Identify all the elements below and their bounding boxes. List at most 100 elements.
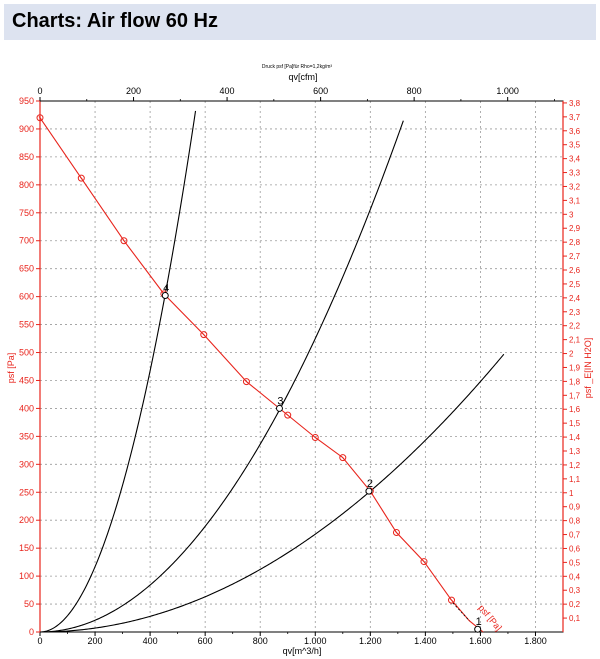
system-curve [39, 120, 404, 633]
fan-curve-marker [448, 596, 456, 604]
marker-ring [311, 433, 319, 441]
fan-curve-line [39, 117, 484, 633]
marker-slash [202, 333, 206, 337]
inh2o-tick-label: 2,1 [569, 336, 581, 345]
marker-slash [286, 413, 290, 417]
x-tick-label: 400 [143, 636, 158, 646]
inh2o-tick-label: 3,6 [569, 127, 581, 136]
y-tick-label: 500 [19, 348, 34, 358]
y-tick-label: 450 [19, 375, 34, 385]
marker-slash [422, 560, 426, 564]
inh2o-tick-label: 2,7 [569, 252, 581, 261]
inh2o-tick-label: 2 [569, 350, 574, 359]
cfm-tick-label: 200 [126, 86, 141, 96]
marker-slash [394, 531, 398, 534]
y-tick-label: 350 [19, 431, 34, 441]
operating-point-4: 4 [161, 283, 169, 300]
y-tick-label: 850 [19, 152, 34, 162]
inh2o-tick-label: 0,6 [569, 544, 581, 553]
operating-point-marker [474, 625, 482, 633]
curves [36, 110, 505, 633]
cfm-tick-label: 600 [313, 86, 328, 96]
x-tick-label: 800 [253, 636, 268, 646]
operating-point-2: 2 [365, 478, 373, 495]
marker-ring [420, 558, 428, 566]
inh2o-tick-label: 0,5 [569, 558, 581, 567]
operating-point-3: 3 [275, 395, 284, 412]
operating-point-marker [365, 487, 373, 495]
fan-curve-marker [392, 529, 400, 537]
x-tick-label: 1.000 [304, 636, 327, 646]
fan-curve-marker [77, 174, 85, 182]
y-tick-label: 800 [19, 180, 34, 190]
inh2o-tick-label: 2,8 [569, 238, 581, 247]
y-tick-label: 950 [19, 96, 34, 106]
y-tick-label: 750 [19, 208, 34, 218]
fan-curve-marker [420, 558, 428, 566]
inh2o-tick-label: 3,8 [569, 99, 581, 108]
marker-ring [242, 378, 250, 386]
x-top-axis-title: qv[cfm] [288, 72, 317, 82]
marker-ring [200, 331, 208, 339]
inh2o-tick-label: 1,3 [569, 447, 581, 456]
y-left-axis-title: psf [Pa] [6, 353, 16, 384]
y-tick-label: 550 [19, 320, 34, 330]
operating-point-label: 3 [277, 395, 283, 407]
x-tick-label: 200 [88, 636, 103, 646]
operating-point-label: 2 [367, 478, 373, 490]
marker-slash [79, 176, 83, 180]
marker-slash [38, 116, 42, 120]
inh2o-tick-label: 2,9 [569, 224, 581, 233]
inh2o-tick-label: 2,3 [569, 308, 581, 317]
inh2o-tick-label: 1,9 [569, 363, 581, 372]
inh2o-tick-label: 3,7 [569, 113, 581, 122]
cfm-tick-label: 400 [220, 86, 235, 96]
cfm-tick-label: 0 [37, 86, 42, 96]
cfm-tick-label: 1.000 [496, 86, 519, 96]
inh2o-tick-label: 0,4 [569, 572, 581, 581]
inh2o-tick-label: 3 [569, 210, 574, 219]
operating-point-marker [161, 292, 169, 300]
inh2o-tick-label: 0,8 [569, 517, 581, 526]
inh2o-tick-label: 1,1 [569, 475, 581, 484]
marker-ring [448, 596, 456, 604]
operating-point-marker [275, 404, 283, 412]
y-tick-label: 900 [19, 124, 34, 134]
marker-slash [244, 380, 248, 384]
inh2o-tick-label: 0,1 [569, 614, 581, 623]
inh2o-tick-label: 3,3 [569, 169, 581, 178]
fan-curve-marker [36, 114, 44, 122]
inh2o-tick-label: 1,4 [569, 433, 581, 442]
inh2o-tick-label: 0,9 [569, 503, 581, 512]
inh2o-tick-label: 3,2 [569, 182, 581, 191]
x-tick-label: 600 [198, 636, 213, 646]
marker-slash [122, 239, 126, 243]
inh2o-tick-label: 1,5 [569, 419, 581, 428]
marker-ring [392, 529, 400, 537]
inh2o-tick-label: 1,6 [569, 405, 581, 414]
page-title: Charts: Air flow 60 Hz [12, 10, 218, 32]
grid-lines [40, 101, 563, 632]
marker-ring [120, 237, 128, 245]
system-curve [39, 110, 197, 633]
operating-point-label: 1 [476, 616, 482, 628]
y-right-axis-title: psf _E[IN H2O] [583, 338, 593, 399]
inh2o-tick-label: 3,5 [569, 141, 581, 150]
fan-curve-marker [200, 331, 208, 339]
y-tick-label: 400 [19, 403, 34, 413]
inh2o-tick-label: 2,5 [569, 280, 581, 289]
inh2o-tick-label: 1 [569, 489, 574, 498]
y-tick-label: 150 [19, 543, 34, 553]
inh2o-tick-label: 0,2 [569, 600, 581, 609]
operating-points: 1 2 3 4 [161, 283, 482, 633]
inh2o-tick-label: 2,2 [569, 322, 581, 331]
inh2o-tick-label: 3,1 [569, 196, 581, 205]
x-bottom-axis-title: qv[m^3/h] [283, 646, 322, 656]
y-tick-label: 300 [19, 459, 34, 469]
inh2o-tick-label: 1,2 [569, 461, 581, 470]
operating-point-1: 1 [474, 616, 482, 633]
x-tick-label: 1.600 [469, 636, 492, 646]
y-tick-label: 700 [19, 236, 34, 246]
marker-slash [341, 456, 345, 460]
